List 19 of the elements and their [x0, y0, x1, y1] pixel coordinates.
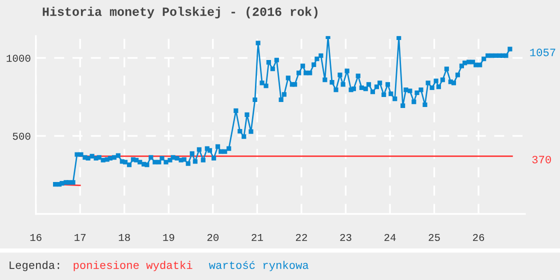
annotation: 370	[532, 156, 551, 164]
x-tick-label: 18	[118, 234, 130, 242]
x-tick-label: 16	[30, 234, 42, 242]
y-tick-label: 1000	[6, 54, 30, 62]
x-tick-label: 26	[473, 234, 484, 242]
x-tick-label: 17	[74, 234, 86, 241]
x-tick-label: 24	[384, 234, 396, 241]
x-tick-label: 21	[252, 234, 263, 241]
x-tick-label: 19	[163, 234, 174, 242]
annotation: 1057	[530, 48, 556, 56]
text: wartość rynkowa	[208, 260, 308, 272]
legend-title: Legenda:	[10, 260, 60, 272]
x-tick-label: 23	[340, 234, 352, 242]
x-tick-label: 22	[296, 234, 307, 241]
chart-title: Historia monety Polskiej - (2016 rok)	[42, 6, 318, 18]
x-tick-label: 20	[207, 234, 219, 242]
x-tick-label: 25	[428, 234, 440, 242]
text: poniesione wydatki	[74, 260, 192, 272]
y-tick-label: 500	[12, 132, 30, 140]
